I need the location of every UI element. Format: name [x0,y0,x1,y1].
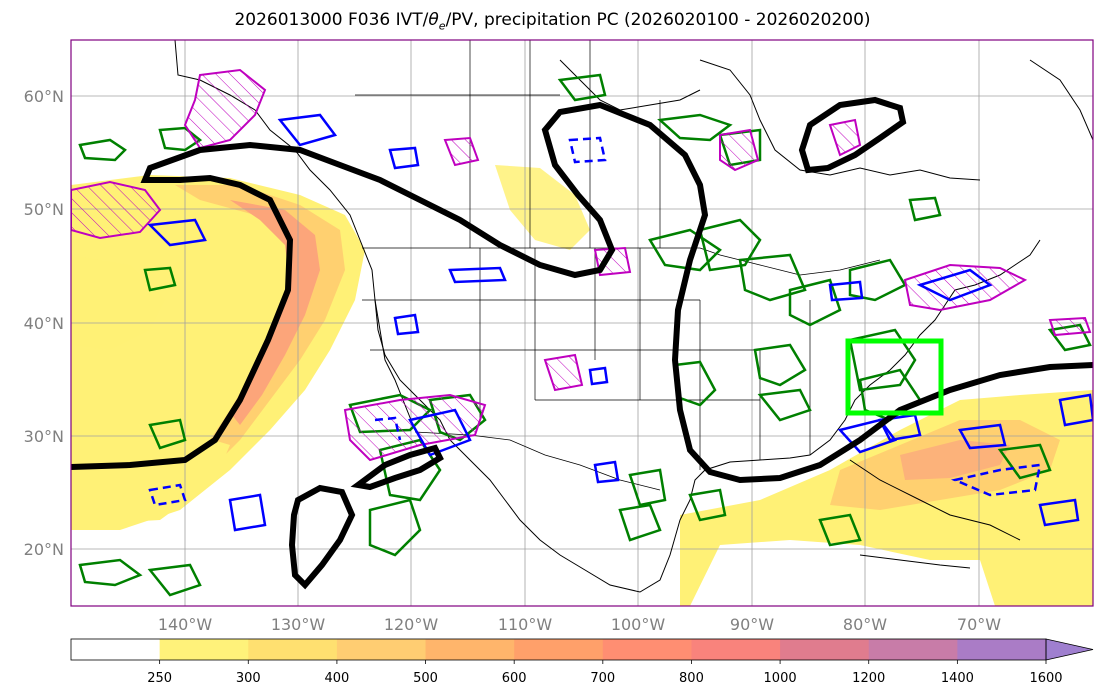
colorbar-cell [71,639,161,660]
colorbar-cell [602,639,692,660]
colorbar-cell [514,639,604,660]
lon-label-140w: 140°W [158,615,213,634]
lat-label-50: 50°N [24,200,64,219]
lon-label-80w: 80°W [843,615,887,634]
title-theta-symbol: θ [428,10,439,30]
ivt-pacific-plume-high [230,200,320,425]
colorbar-tick-label: 1200 [852,671,885,686]
longitude-labels: 140°W 130°W 120°W 110°W 100°W 90°W 80°W … [158,615,1001,634]
title-prefix: 2026013000 F036 IVT/ [234,10,429,30]
lat-label-60: 60°N [24,87,64,106]
colorbar-tick-label: 250 [147,671,172,686]
graticule [71,40,1093,606]
colorbar-tick-label: 800 [679,671,704,686]
colorbar-cells [71,639,1047,660]
lon-label-120w: 120°W [384,615,439,634]
lat-label-30: 30°N [24,427,64,446]
lat-label-40: 40°N [24,314,64,333]
ivt-pacific-south [71,420,230,525]
latitude-labels: 60°N 50°N 40°N 30°N 20°N [24,87,64,559]
colorbar-cell [957,639,1047,660]
lon-label-110w: 110°W [498,615,553,634]
region-box [845,338,944,416]
precip-contours [78,73,1092,597]
colorbar-tick-label: 300 [236,671,261,686]
colorbar-cell [868,639,958,660]
colorbar-tick-label: 1600 [1029,671,1062,686]
theta-e-contours [71,96,1093,590]
colorbar-tick-label: 400 [324,671,349,686]
colorbar-tick-label: 1000 [764,671,797,686]
colorbar-cell [780,639,870,660]
ivt-caribbean-sw [980,560,1093,606]
colorbar-cell [248,639,338,660]
lon-label-100w: 100°W [611,615,666,634]
pv-hatched-regions [71,68,1092,462]
colorbar-cell [425,639,515,660]
ivt-atlantic-plume-high [900,440,1010,480]
title-theta-subscript: e [438,19,446,33]
colorbar-tick-label: 600 [502,671,527,686]
lon-label-90w: 90°W [730,615,774,634]
colorbar-tick-label: 700 [590,671,615,686]
colorbar-cell [691,639,781,660]
colorbar-outline [70,638,1047,661]
lon-label-70w: 70°W [957,615,1001,634]
colorbar-tick-label: 500 [413,671,438,686]
ivt-shading [71,165,1093,606]
map-frame [70,39,1094,607]
lon-label-130w: 130°W [271,615,326,634]
ivt-canada-plume [495,165,590,250]
ivt-pacific-west-band [71,255,165,350]
colorbar-cell [336,639,427,660]
colorbar-extend-arrow [1045,638,1094,661]
pv-contours [147,113,1093,532]
title-suffix: /PV, precipitation PC (2026020100 - 2026… [445,10,871,30]
colorbar-ticks: 250 300 400 500 600 700 800 1000 1200 1400 1600 [147,660,1063,686]
colorbar-cell [159,639,249,660]
colorbar-tick-label: 1400 [941,671,974,686]
colorbar: 250 300 400 500 600 700 800 1000 1200 1400 1600 [70,638,1094,686]
lat-label-20: 20°N [24,540,64,559]
figure-title: 2026013000 F036 IVT/θe/PV, precipitation… [0,10,1105,32]
